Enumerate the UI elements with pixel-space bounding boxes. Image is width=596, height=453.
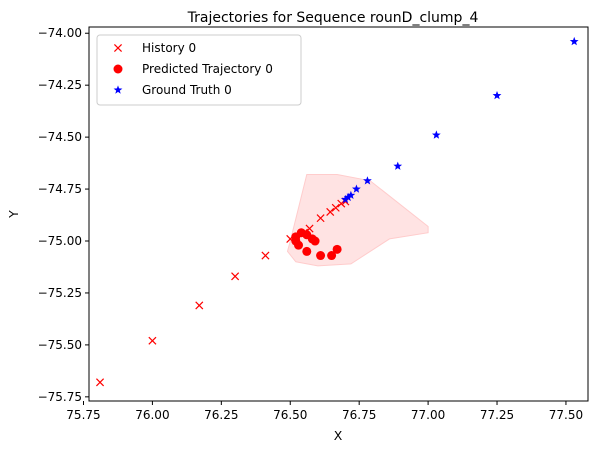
y-tick-label: −75.00 [38,234,82,248]
predicted-point [291,236,301,246]
history-point [326,207,335,216]
y-tick-label: −74.00 [38,26,82,40]
y-tick-label: −75.75 [38,390,82,404]
legend: History 0 Predicted Trajectory 0 Ground Tr… [96,34,302,106]
legend-label: Ground Truth 0 [142,83,232,97]
predicted-point [327,251,337,261]
x-tick-label: 76.00 [135,408,169,422]
ground-truth-point [393,161,403,170]
y-axis-label: Y [6,210,21,219]
x-tick-label: 75.75 [66,408,100,422]
predicted-point [302,246,312,256]
ground-truth-point [343,192,353,202]
y-tick-label: −74.25 [38,78,82,92]
history-point [261,251,270,260]
legend-label: History 0 [142,41,196,55]
predicted-point [310,236,320,246]
legend-label: Predicted Trajectory 0 [142,62,273,76]
x-tick-label: 76.50 [273,408,307,422]
y-tick-label: −75.25 [38,286,82,300]
ground-truth-point [492,91,502,100]
history-point [195,301,204,310]
ground-truth-point [346,190,356,199]
x-axis-label: X [334,428,343,443]
history-point [96,378,105,387]
y-tick-label: −74.50 [38,130,82,144]
history-point [148,336,157,345]
legend-marker [113,64,123,74]
x-tick-label: 76.75 [342,408,376,422]
legend-box [96,34,302,106]
ground-truth-point [363,176,372,185]
x-tick-label: 77.00 [411,408,445,422]
ground-truth-point [432,130,441,139]
legend-marker [113,43,123,53]
ground-truth-point [341,194,350,204]
y-tick-label: −74.75 [38,182,82,196]
y-tick-label: −75.50 [38,338,82,352]
x-tick-label: 77.50 [549,408,583,422]
legend-marker [113,85,123,94]
plot-frame [88,26,589,402]
ground-truth-point [352,184,361,193]
history-point [316,214,325,223]
x-tick-label: 77.25 [480,408,514,422]
predicted-point [332,244,342,254]
history-point [231,272,240,281]
chart-title: Trajectories for Sequence rounD_clump_4 [187,10,479,26]
predicted-point [316,251,326,261]
x-tick-label: 76.25 [204,408,238,422]
ground-truth-point [569,36,579,46]
history-point [331,203,340,212]
